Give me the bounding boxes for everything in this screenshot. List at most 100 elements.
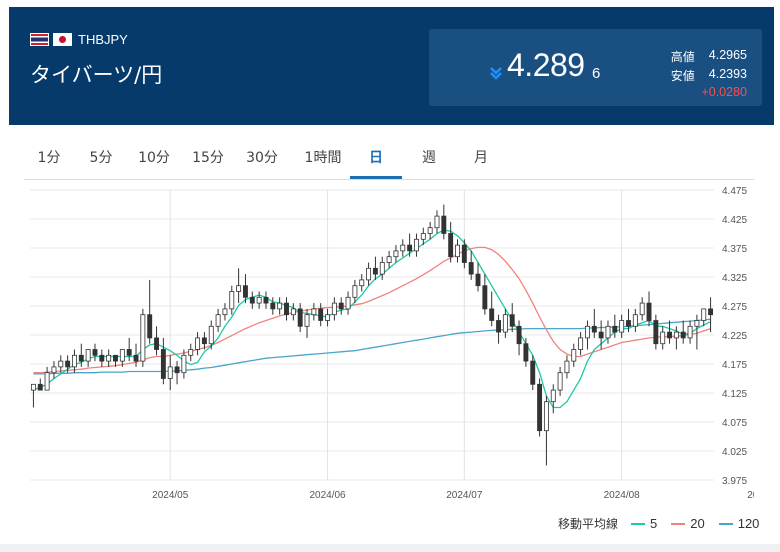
y-tick-label: 3.975: [722, 476, 747, 487]
candle-up: [701, 308, 707, 321]
candle-up: [352, 285, 358, 298]
candle-up: [229, 291, 235, 310]
candle-up: [543, 401, 549, 432]
tab-10min[interactable]: 10分: [138, 150, 170, 166]
candle-down: [263, 296, 269, 304]
tab-monthly[interactable]: 月: [474, 150, 488, 166]
candle-up: [72, 354, 77, 368]
y-tick-label: 4.425: [722, 215, 747, 226]
legend-label-ma120: 120: [737, 516, 760, 531]
candle-up: [571, 349, 577, 362]
currency-pair-row: THBJPY: [30, 32, 128, 47]
candle-up: [167, 366, 173, 379]
candle-down: [407, 244, 413, 252]
pair-code: THBJPY: [78, 32, 128, 47]
candle-up: [44, 372, 50, 391]
candle-down: [489, 308, 495, 321]
candle-down: [243, 285, 248, 298]
y-tick-label: 4.075: [722, 418, 747, 429]
candle-down: [523, 343, 529, 362]
candle-down: [448, 233, 454, 258]
candlestick-chart[interactable]: 4.475 4.425 4.375 4.325 4.275 4.225 4.175 4.125…: [24, 180, 780, 510]
candle-up: [386, 256, 392, 263]
candle-down: [201, 337, 207, 345]
current-price: 4.289: [507, 47, 585, 83]
candle-down: [113, 354, 118, 362]
candle-up: [434, 215, 440, 229]
candle-down: [461, 244, 467, 263]
candle-up: [502, 314, 508, 333]
tab-5min[interactable]: 5分: [89, 150, 113, 166]
thailand-flag-icon: [30, 33, 49, 46]
candle-up: [557, 372, 563, 391]
candle-down: [653, 320, 659, 345]
candle-up: [550, 389, 556, 403]
moving-average-legend: 移動平均線 5 20 120: [558, 515, 768, 532]
candle-down: [99, 354, 105, 362]
low-label: 安値: [670, 69, 695, 83]
legend-swatch-ma20: [671, 522, 686, 525]
candle-up: [632, 314, 638, 327]
candle-up: [181, 354, 187, 374]
y-tick-label: 4.275: [722, 302, 747, 313]
candle-down: [667, 331, 672, 339]
candle-up: [30, 383, 36, 391]
candle-up: [687, 325, 693, 339]
candle-down: [65, 360, 71, 368]
legend-label-ma5: 5: [650, 516, 658, 531]
candle-down: [626, 320, 631, 327]
candle-down: [249, 296, 255, 304]
x-tick-label: 2024/07: [446, 490, 483, 501]
low-row: 安値 4.2393: [671, 67, 747, 84]
candle-up: [359, 279, 365, 287]
candle-down: [646, 302, 652, 321]
candle-up: [195, 337, 201, 350]
candle-up: [236, 285, 242, 292]
candle-up: [366, 267, 372, 281]
candle-up: [420, 233, 426, 240]
price-change: +0.0280: [701, 85, 747, 99]
candle-up: [605, 325, 611, 339]
candle-up: [345, 296, 351, 310]
tab-weekly[interactable]: 週: [422, 150, 436, 166]
candle-down: [174, 366, 180, 374]
candle-up: [393, 250, 399, 258]
candle-down: [284, 302, 289, 316]
tab-30min[interactable]: 30分: [246, 150, 278, 166]
x-tick-label: 2024/08: [604, 490, 641, 501]
candle-down: [92, 349, 98, 356]
down-arrow-icon: [490, 67, 502, 80]
candle-down: [591, 325, 597, 333]
candle-up: [673, 331, 679, 339]
price-chart[interactable]: 4.475 4.425 4.375 4.325 4.275 4.225 4.175 4.125…: [24, 180, 780, 540]
tabs-divider: [24, 179, 754, 180]
quote-header: THBJPY タイバーツ/円 4.289 6 高値 4.2965 安値 4.23…: [9, 7, 774, 125]
candle-up: [311, 308, 317, 316]
candle-down: [372, 267, 378, 275]
candle-up: [585, 325, 590, 339]
tab-1hour[interactable]: 1時間: [304, 150, 342, 166]
candle-down: [147, 314, 153, 339]
tab-daily[interactable]: 日: [350, 140, 402, 179]
candle-up: [85, 349, 91, 362]
candle-down: [160, 349, 166, 379]
tab-1min[interactable]: 1分: [37, 150, 61, 166]
candle-down: [126, 349, 132, 356]
candle-down: [475, 273, 481, 287]
candle-up: [277, 302, 283, 310]
candle-down: [680, 331, 686, 339]
candle-up: [58, 360, 64, 368]
candle-up: [578, 337, 584, 350]
tab-15min[interactable]: 15分: [192, 150, 224, 166]
ma-line-5: [33, 229, 711, 409]
candle-up: [639, 302, 645, 316]
candle-up: [694, 320, 700, 327]
candle-down: [537, 383, 543, 432]
candle-up: [222, 308, 228, 316]
candle-down: [338, 302, 344, 310]
candle-down: [270, 302, 276, 310]
bottom-divider: [0, 544, 780, 552]
high-row: 高値 4.2965: [671, 48, 747, 65]
candle-up: [51, 366, 57, 374]
legend-swatch-ma120: [718, 522, 733, 525]
